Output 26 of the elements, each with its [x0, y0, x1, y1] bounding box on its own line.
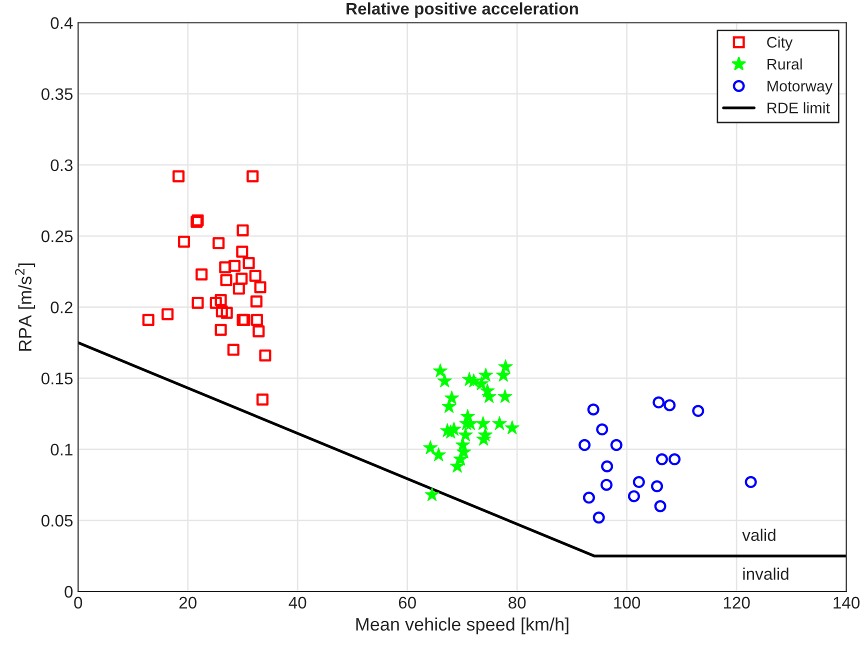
x-tick-label: 120: [724, 596, 750, 609]
y-tick-label: 0.3: [50, 159, 73, 172]
annotation: valid: [742, 528, 776, 541]
x-tick-label: 80: [508, 596, 526, 609]
x-axis-title: Mean vehicle speed [km/h]: [356, 617, 568, 634]
legend-label: City: [767, 36, 793, 51]
y-axis-title: RPA [m/s$^{2}$]: [15, 263, 36, 351]
y-tick-label: 0: [64, 586, 73, 598]
y-tick-label: 0.05: [41, 514, 73, 527]
y-tick-label: 0.25: [41, 230, 73, 242]
legend-label: Rural: [768, 58, 802, 70]
y-tick-label: 0.1: [50, 444, 72, 456]
y-tick-label: 0.4: [50, 17, 73, 29]
legend-label: Motorway: [768, 80, 833, 95]
annotation: invalid: [743, 568, 788, 580]
x-tick-label: 60: [398, 596, 416, 609]
x-tick-label: 40: [288, 596, 306, 609]
x-tick-label: 140: [834, 596, 860, 609]
chart-title: Relative positive acceleration: [346, 2, 578, 18]
y-tick-label: 0.15: [41, 372, 73, 384]
y-tick-label: 0.2: [50, 302, 72, 314]
y-tick-label: 0.35: [41, 88, 73, 100]
x-tick-label: 100: [614, 596, 640, 609]
x-tick-label: 20: [179, 596, 196, 609]
x-tick-label: 0: [74, 596, 82, 609]
legend-label: RDE limit: [768, 102, 830, 114]
